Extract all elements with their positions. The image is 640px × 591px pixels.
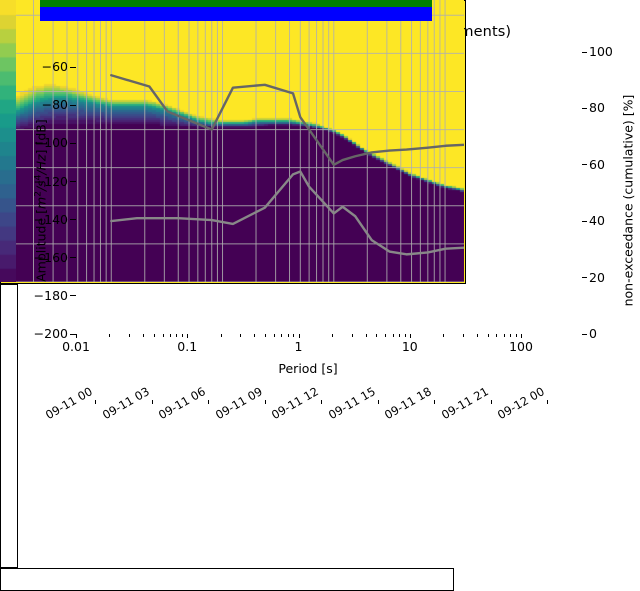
timeline-tick-mark — [151, 400, 153, 404]
x-minor-tick — [273, 334, 275, 337]
x-minor-tick — [515, 334, 517, 337]
x-minor-tick — [476, 334, 478, 337]
x-tick-label: 1 — [294, 339, 303, 354]
x-minor-tick — [503, 334, 505, 337]
timeline-tick-mark — [95, 400, 96, 404]
timeline-tick-mark — [377, 400, 379, 404]
x-minor-tick — [170, 334, 172, 337]
colorbar-tick-label: 80 — [589, 100, 605, 116]
x-tick-label: 0.01 — [62, 339, 90, 354]
timeline-tick-label: 09-11 21 — [438, 384, 491, 423]
x-minor-tick — [385, 334, 387, 337]
y-tick-label: −140 — [33, 211, 68, 227]
x-minor-tick — [365, 334, 367, 337]
x-tick-mark — [521, 334, 523, 338]
timeline-tick-label: 09-11 09 — [212, 384, 265, 423]
x-minor-tick — [254, 334, 256, 337]
timeline-tick-label: 09-11 00 — [43, 384, 95, 423]
x-minor-tick — [399, 334, 400, 337]
colorbar-gradient — [0, 0, 16, 282]
y-tick-label: −200 — [33, 326, 68, 341]
x-minor-tick — [496, 334, 498, 337]
x-axis-label: Period [s] — [278, 361, 338, 376]
colorbar-tick-mark — [582, 333, 587, 335]
x-tick-mark — [409, 334, 411, 338]
x-minor-tick — [287, 334, 289, 337]
x-minor-tick — [392, 334, 394, 337]
x-minor-tick — [281, 334, 283, 337]
y-tick-label: −160 — [33, 249, 68, 265]
y-tick-mark — [70, 104, 76, 106]
y-tick-label: −60 — [41, 59, 68, 75]
x-tick-label: 100 — [509, 339, 533, 354]
timeline-tick-mark — [547, 400, 548, 404]
x-minor-tick — [142, 334, 144, 337]
y-tick-label: −120 — [33, 173, 68, 189]
colorbar-tick-label: 60 — [589, 156, 605, 172]
x-minor-tick — [351, 334, 353, 337]
colorbar-tick-mark — [582, 277, 587, 279]
colorbar-tick-mark — [582, 107, 587, 109]
x-tick-mark — [298, 334, 300, 338]
x-minor-tick — [176, 334, 178, 337]
x-minor-tick — [404, 334, 406, 337]
timeline-tick-mark — [321, 400, 322, 404]
y-tick-mark — [70, 257, 76, 259]
timeline-tick-mark — [434, 400, 435, 404]
x-minor-tick — [462, 334, 464, 337]
colorbar-tick-label: 40 — [589, 213, 605, 229]
x-minor-tick — [240, 334, 242, 337]
y-tick-mark — [70, 181, 76, 183]
x-minor-tick — [510, 334, 512, 337]
timeline-tick-label: 09-11 03 — [99, 384, 152, 423]
y-tick-label: −180 — [33, 287, 68, 303]
x-minor-tick — [182, 334, 184, 337]
colorbar-tick-label: 20 — [589, 269, 605, 285]
timeline-tick-label: 09-11 06 — [156, 384, 208, 423]
x-minor-tick — [109, 334, 111, 337]
colorbar-tick-label: 0 — [589, 326, 597, 341]
ppsd-histogram-canvas — [0, 0, 464, 282]
colorbar-tick-mark — [582, 220, 587, 222]
x-minor-tick — [265, 334, 267, 337]
timeline-tick-mark — [490, 400, 492, 404]
y-tick-mark — [70, 295, 76, 297]
x-tick-label: 10 — [401, 339, 418, 354]
x-minor-tick — [162, 334, 164, 337]
y-tick-mark — [70, 142, 76, 144]
x-tick-label: 0.1 — [177, 339, 198, 354]
timeline-tick-label: 09-11 15 — [325, 384, 378, 423]
timeline-tick-mark — [208, 400, 209, 404]
x-minor-tick — [220, 334, 222, 337]
x-tick-mark — [76, 334, 77, 338]
x-minor-tick — [332, 334, 334, 337]
x-minor-tick — [293, 334, 295, 337]
colorbar-tick-mark — [582, 164, 587, 166]
colorbar-tick-label: 100 — [589, 44, 613, 59]
timeline-coverage-axes[interactable] — [0, 0, 454, 591]
timeline-tick-label: 09-11 18 — [382, 384, 434, 423]
timeline-tick-label: 09-12 00 — [495, 384, 547, 423]
x-minor-tick — [376, 334, 378, 337]
x-minor-tick — [129, 334, 131, 337]
x-minor-tick — [153, 334, 155, 337]
colorbar-tick-mark — [582, 51, 587, 53]
y-tick-label: −80 — [41, 97, 68, 113]
y-tick-mark — [70, 219, 76, 221]
colorbar-label: non-exceedance (cumulative) [%] — [620, 94, 636, 307]
y-tick-mark — [70, 66, 76, 68]
timeline-tick-label: 09-11 12 — [269, 384, 321, 423]
timeline-tick-mark — [264, 400, 266, 404]
y-tick-mark — [70, 333, 76, 335]
x-minor-tick — [487, 334, 489, 337]
x-minor-tick — [443, 334, 445, 337]
y-tick-label: −100 — [33, 135, 68, 151]
x-tick-mark — [187, 334, 189, 338]
